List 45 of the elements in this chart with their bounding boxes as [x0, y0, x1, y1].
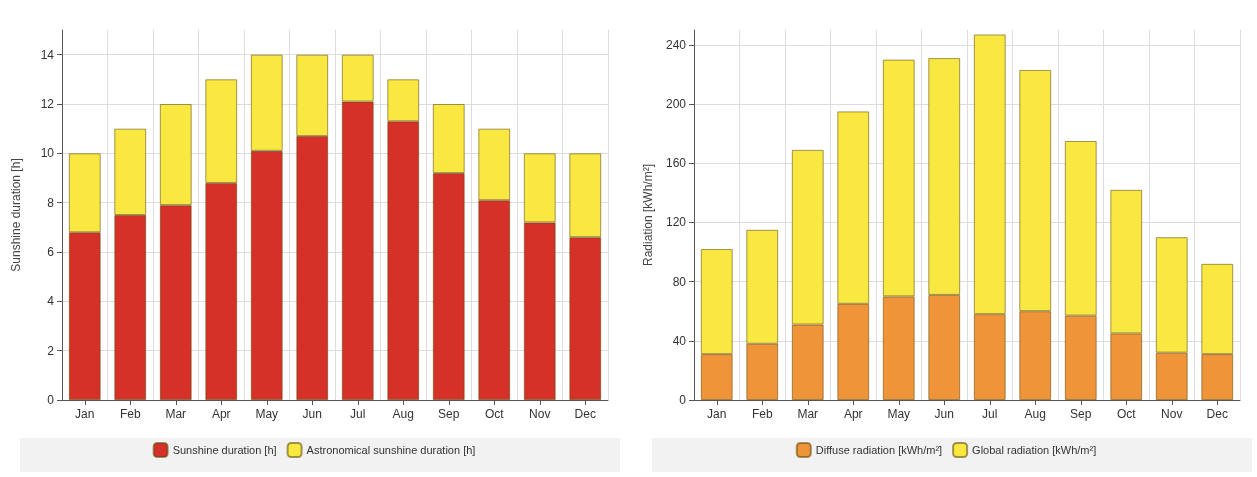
y-tick-label: 120 [665, 215, 687, 230]
y-tick-label: 200 [665, 97, 687, 111]
x-tick-label: Jul [982, 407, 998, 421]
x-tick-label: Jul [350, 407, 366, 421]
y-tick-label: 8 [47, 195, 55, 210]
y-tick-label: 240 [665, 37, 687, 52]
x-tick-label: Feb [119, 407, 141, 421]
y-axis-title: Radiation [kWh/m²] [641, 163, 655, 267]
y-tick-label: 12 [40, 97, 55, 111]
x-tick-label: Jan [707, 407, 727, 421]
x-tick-label: Apr [843, 407, 863, 421]
x-tick-label: Nov [1161, 407, 1183, 421]
x-tick-label: Aug [1024, 407, 1046, 421]
x-tick-label: Nov [529, 407, 551, 421]
x-tick-label: Dec [1206, 407, 1228, 421]
x-tick-label: May [255, 407, 279, 421]
x-tick-label: Sep [1070, 407, 1092, 421]
legend-label: Global radiation [kWh/m²] [972, 444, 1097, 456]
x-tick-label: Jun [302, 407, 322, 421]
x-tick-label: Oct [484, 407, 505, 421]
y-tick-label: 40 [672, 333, 687, 348]
x-tick-label: Sep [438, 407, 460, 421]
legend-label: Astronomical sunshine duration [h] [306, 444, 476, 456]
x-tick-label: Feb [751, 407, 773, 421]
y-tick-label: 10 [40, 146, 55, 161]
y-tick-label: 0 [47, 393, 55, 407]
x-tick-label: Dec [574, 407, 596, 421]
y-tick-label: 6 [47, 245, 55, 259]
y-tick-label: 0 [679, 393, 687, 407]
x-tick-label: May [887, 407, 911, 421]
x-tick-label: Mar [797, 407, 819, 421]
x-tick-label: Jun [934, 407, 954, 421]
y-tick-label: 160 [665, 156, 687, 171]
legend-label: Diffuse radiation [kWh/m²] [815, 444, 943, 456]
y-tick-label: 14 [40, 47, 55, 62]
x-tick-label: Aug [392, 407, 414, 421]
y-tick-label: 80 [672, 274, 687, 289]
x-tick-label: Apr [211, 407, 231, 421]
legend-label: Sunshine duration [h] [172, 444, 277, 456]
y-axis-title: Sunshine duration [h] [9, 158, 23, 272]
y-tick-label: 2 [47, 343, 55, 358]
x-tick-label: Jan [75, 407, 95, 421]
x-tick-label: Oct [1116, 407, 1137, 421]
y-tick-label: 4 [47, 294, 55, 309]
x-tick-label: Mar [165, 407, 187, 421]
